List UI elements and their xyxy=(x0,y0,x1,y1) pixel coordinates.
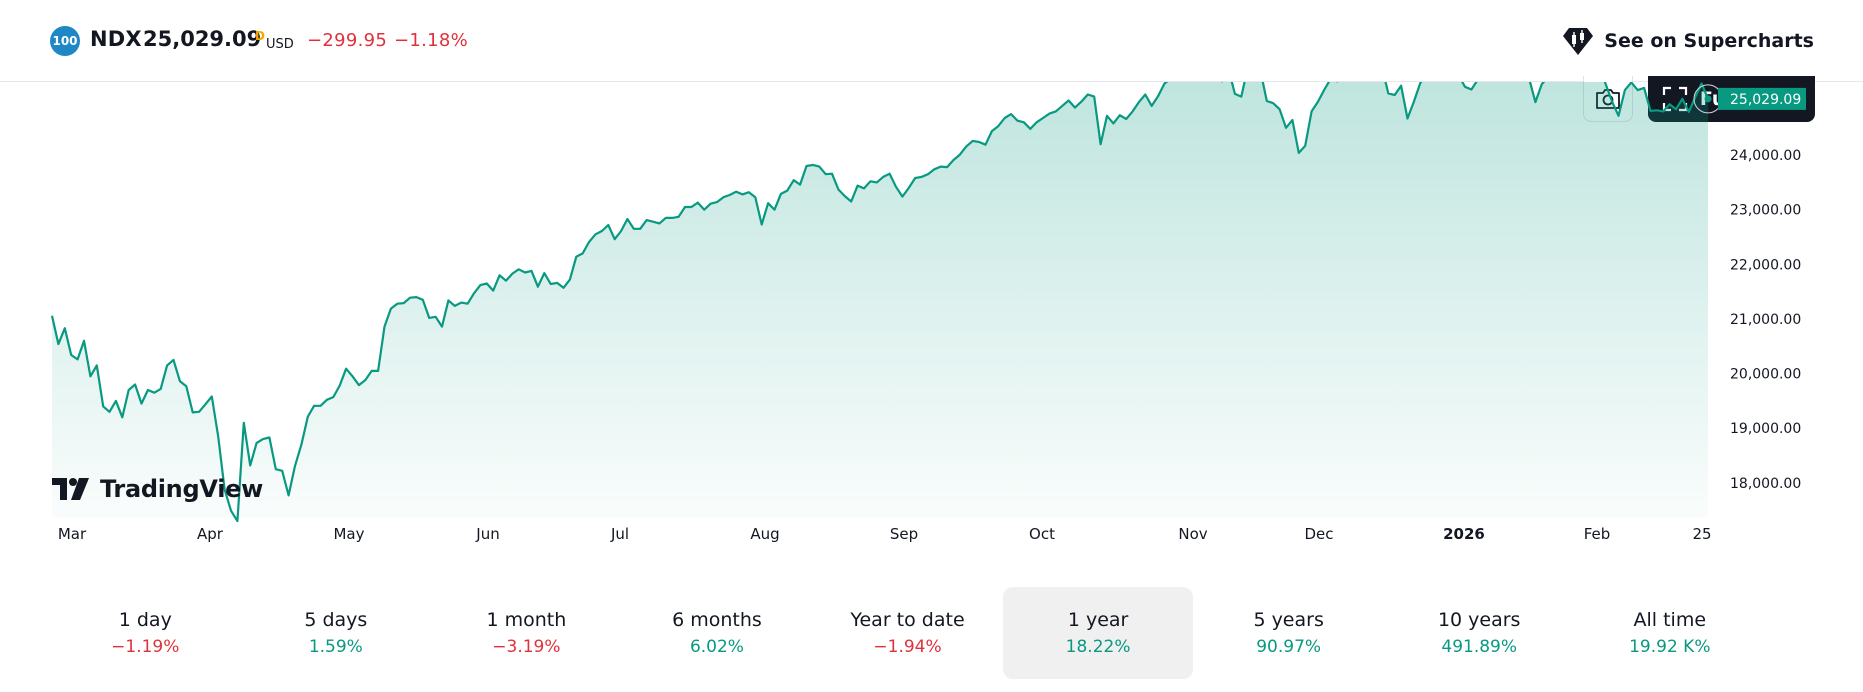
x-tick-label: Feb xyxy=(1584,525,1611,543)
y-tick-label: 18,000.00 xyxy=(1730,476,1801,492)
x-tick-label: Dec xyxy=(1304,525,1333,543)
y-tick-label: 23,000.00 xyxy=(1730,203,1801,219)
x-tick-label: Apr xyxy=(197,525,224,543)
x-tick-label: Oct xyxy=(1029,525,1055,543)
period-label: 5 years xyxy=(1253,609,1324,631)
supercharts-icon xyxy=(1563,28,1594,55)
y-tick-label: 22,000.00 xyxy=(1730,257,1801,273)
x-tick-label: Nov xyxy=(1178,525,1207,543)
period-change: −1.94% xyxy=(873,637,942,657)
period-label: 10 years xyxy=(1437,609,1521,631)
x-tick-label: Jul xyxy=(610,525,629,543)
price-change-percent: −1.18% xyxy=(394,30,469,51)
period-change: 6.02% xyxy=(689,637,744,657)
period-5-days[interactable]: 5 days 1.59% xyxy=(241,587,432,679)
period-label: 1 year xyxy=(1067,609,1129,631)
x-tick-label: Jun xyxy=(475,525,499,543)
period-5-years[interactable]: 5 years 90.97% xyxy=(1193,587,1384,679)
period-1-year[interactable]: 1 year 18.22% xyxy=(1002,587,1194,679)
period-label: 6 months xyxy=(672,609,762,631)
last-price: 25,029.09 xyxy=(143,27,262,51)
tradingview-wordmark: TradingView xyxy=(100,475,263,503)
x-tick-label: 2026 xyxy=(1443,525,1485,543)
period-6-months[interactable]: 6 months 6.02% xyxy=(622,587,813,679)
period-label: 1 day xyxy=(118,609,172,631)
y-tick-label: 19,000.00 xyxy=(1730,421,1801,437)
period-selector: 1 day −1.19% 5 days 1.59% 1 month −3.19%… xyxy=(50,587,1765,679)
currency-label: USD xyxy=(266,37,294,52)
delayed-flag: D xyxy=(255,29,265,43)
x-tick-label: 25 xyxy=(1692,525,1711,543)
x-tick-label: May xyxy=(333,525,364,543)
price-chart[interactable]: 26,000.0024,000.0023,000.0022,000.0021,0… xyxy=(0,82,1863,562)
period-label: Year to date xyxy=(850,609,965,631)
period-label: 1 month xyxy=(486,609,567,631)
symbol-name[interactable]: NDX xyxy=(90,27,142,51)
period-all-time[interactable]: All time 19.92 K% xyxy=(1575,587,1766,679)
series-area-fill xyxy=(52,82,1708,522)
period-label: All time xyxy=(1633,609,1707,631)
tradingview-logo-icon xyxy=(52,478,89,500)
last-price-tag xyxy=(1718,87,1806,110)
period-change: −3.19% xyxy=(492,637,561,657)
last-price-tag-label: 25,029.09 xyxy=(1730,92,1801,108)
last-point-marker xyxy=(1704,95,1712,103)
period-change: 19.92 K% xyxy=(1629,637,1711,657)
period-10-years[interactable]: 10 years 491.89% xyxy=(1384,587,1575,679)
period-1-day[interactable]: 1 day −1.19% xyxy=(50,587,241,679)
series-line xyxy=(50,82,1710,523)
see-on-supercharts-link[interactable]: See on Supercharts xyxy=(1562,22,1814,60)
period-change: 491.89% xyxy=(1441,637,1518,657)
symbol-header: 100 NDX 25,029.09 D USD −299.95 −1.18% S… xyxy=(0,0,1863,82)
period-change: 1.59% xyxy=(308,637,363,657)
fullscreen-icon xyxy=(1662,86,1687,112)
supercharts-label: See on Supercharts xyxy=(1604,30,1814,52)
price-change: −299.95 xyxy=(307,30,388,51)
period-1-month[interactable]: 1 month −3.19% xyxy=(431,587,622,679)
period-change: 18.22% xyxy=(1065,637,1131,657)
y-tick-label: 24,000.00 xyxy=(1730,148,1801,164)
tradingview-watermark: TradingView xyxy=(52,475,263,503)
index-badge: 100 xyxy=(50,26,80,56)
y-tick-label: 21,000.00 xyxy=(1730,312,1801,328)
x-tick-label: Mar xyxy=(58,525,87,543)
period-change: −1.19% xyxy=(111,637,180,657)
period-change: 90.97% xyxy=(1256,637,1322,657)
period-label: 5 days xyxy=(304,609,368,631)
y-tick-label: 20,000.00 xyxy=(1730,367,1801,383)
x-tick-label: Sep xyxy=(890,525,918,543)
period-year-to-date[interactable]: Year to date −1.94% xyxy=(812,587,1003,679)
x-tick-label: Aug xyxy=(750,525,779,543)
